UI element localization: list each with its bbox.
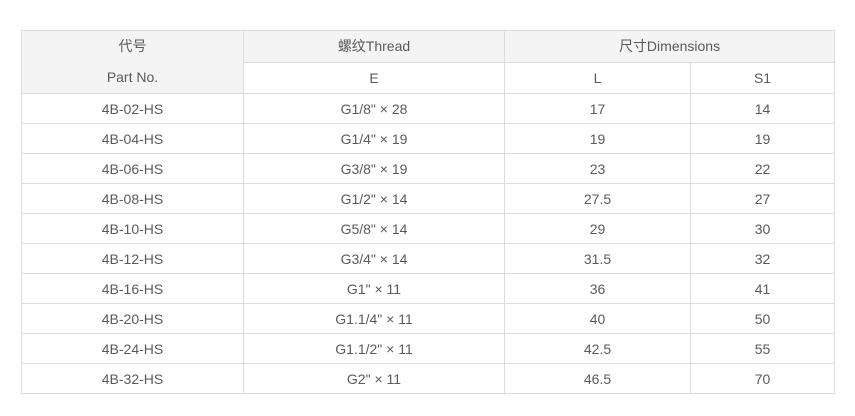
dim-l-cell: 31.5 (504, 243, 691, 274)
dim-s1-cell: 41 (689, 273, 836, 304)
thread-e-cell: G1.1/4" × 11 (243, 303, 505, 334)
thread-e-cell: G1/4" × 19 (243, 123, 505, 154)
header-row-columns: E L S1 (22, 61, 836, 94)
header-part-no-zh: 代号 (118, 38, 147, 54)
part-no-cell: 4B-16-HS (21, 273, 244, 304)
header-col-e: E (243, 61, 505, 94)
dim-s1-cell: 22 (689, 153, 836, 184)
table-row: 4B-24-HS G1.1/2" × 11 42.5 55 (21, 333, 836, 364)
table-row: 4B-20-HS G1.1/4" × 11 40 50 (21, 303, 836, 334)
table-row: 4B-04-HS G1/4" × 19 19 19 (21, 123, 836, 154)
header-part-no-en: Part No. (106, 69, 159, 85)
dim-s1-cell: 27 (689, 183, 836, 214)
part-no-cell: 4B-20-HS (21, 303, 244, 334)
table-row: 4B-02-HS G1/8" × 28 17 14 (21, 93, 836, 124)
dim-s1-cell: 32 (689, 243, 836, 274)
table-row: 4B-12-HS G3/4" × 14 31.5 32 (21, 243, 836, 274)
thread-e-cell: G3/8" × 19 (243, 153, 505, 184)
header-dimensions-group: 尺寸Dimensions (503, 30, 836, 63)
dim-l-cell: 27.5 (504, 183, 691, 214)
dim-l-cell: 17 (504, 93, 691, 124)
table-row: 4B-08-HS G1/2" × 14 27.5 27 (21, 183, 836, 214)
table-row: 4B-06-HS G3/8" × 19 23 22 (21, 153, 836, 184)
dim-s1-cell: 14 (689, 93, 836, 124)
dim-s1-cell: 50 (689, 303, 836, 334)
dim-l-cell: 42.5 (504, 333, 691, 364)
part-no-cell: 4B-04-HS (21, 123, 244, 154)
table-row: 4B-16-HS G1" × 11 36 41 (21, 273, 836, 304)
dim-l-cell: 40 (504, 303, 691, 334)
header-part-no: 代号 Part No. (21, 30, 244, 94)
header-col-s1: S1 (689, 61, 836, 94)
dim-s1-cell: 30 (689, 213, 836, 244)
dim-l-cell: 29 (504, 213, 691, 244)
part-no-cell: 4B-32-HS (21, 363, 244, 394)
header-col-l: L (504, 61, 691, 94)
part-no-cell: 4B-10-HS (21, 213, 244, 244)
thread-e-cell: G2" × 11 (243, 363, 505, 394)
part-no-cell: 4B-12-HS (21, 243, 244, 274)
thread-e-cell: G1/2" × 14 (243, 183, 505, 214)
thread-e-cell: G1.1/2" × 11 (243, 333, 505, 364)
thread-e-cell: G5/8" × 14 (243, 213, 505, 244)
table-row: 4B-10-HS G5/8" × 14 29 30 (21, 213, 836, 244)
thread-e-cell: G1" × 11 (243, 273, 505, 304)
table-row: 4B-32-HS G2" × 11 46.5 70 (21, 363, 836, 394)
header-row-groups: 代号 Part No. 螺纹Thread 尺寸Dimensions (21, 30, 836, 94)
thread-e-cell: G1/8" × 28 (243, 93, 505, 124)
dim-l-cell: 46.5 (504, 363, 691, 394)
dim-s1-cell: 19 (689, 123, 836, 154)
dim-l-cell: 19 (504, 123, 691, 154)
dim-l-cell: 23 (504, 153, 691, 184)
dim-s1-cell: 55 (689, 333, 836, 364)
header-thread-group: 螺纹Thread (243, 30, 505, 63)
thread-e-cell: G3/4" × 14 (243, 243, 505, 274)
part-no-cell: 4B-06-HS (21, 153, 244, 184)
part-no-cell: 4B-02-HS (21, 93, 244, 124)
dim-l-cell: 36 (504, 273, 691, 304)
part-no-cell: 4B-08-HS (21, 183, 244, 214)
spec-table: 代号 Part No. 螺纹Thread 尺寸Dimensions E L S1… (21, 30, 836, 394)
dim-s1-cell: 70 (689, 363, 836, 394)
part-no-cell: 4B-24-HS (21, 333, 244, 364)
